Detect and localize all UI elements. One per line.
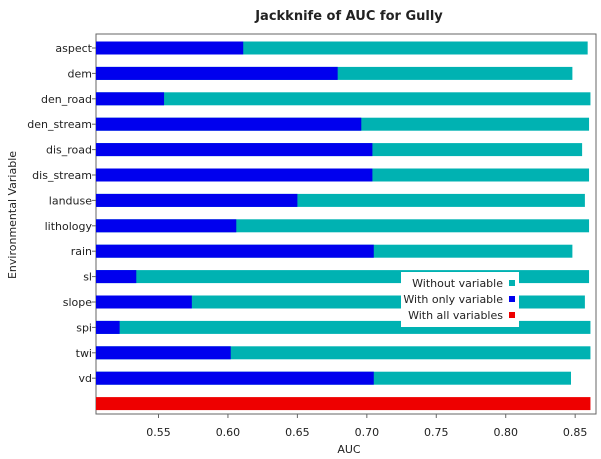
bar-group	[96, 41, 591, 411]
bar-only-dis_road	[96, 143, 373, 157]
x-axis-label: AUC	[337, 443, 361, 456]
x-tick-label: 0.80	[493, 426, 518, 439]
bar-only-slope	[96, 295, 192, 309]
x-axis-ticks: 0.55 0.60 0.65 0.70 0.75 0.80 0.85	[146, 414, 587, 439]
y-tick-label-slope: slope	[63, 296, 92, 309]
y-tick-label-twi: twi	[76, 347, 92, 360]
bar-only-sl	[96, 270, 137, 284]
x-tick-label: 0.85	[563, 426, 588, 439]
y-tick-label-dis_road: dis_road	[46, 144, 92, 157]
x-tick-label: 0.55	[146, 426, 171, 439]
x-tick-label: 0.75	[424, 426, 449, 439]
y-axis-ticks: aspect dem den_road den_stream dis_road dis_s…	[27, 42, 96, 385]
bar-only-den_stream	[96, 117, 362, 131]
y-tick-label-rain: rain	[71, 245, 92, 258]
bar-only-vd	[96, 371, 374, 385]
legend-swatch	[509, 296, 515, 302]
y-tick-label-den_stream: den_stream	[27, 118, 92, 131]
legend: Without variable With only variable With a…	[401, 272, 519, 327]
legend-swatch	[509, 312, 515, 318]
x-tick-label: 0.70	[355, 426, 380, 439]
chart-title: Jackknife of AUC for Gully	[254, 9, 443, 24]
legend-label: With all variables	[408, 309, 503, 322]
y-axis-label: Environmental Variable	[6, 151, 19, 279]
bar-only-den_road	[96, 92, 165, 106]
legend-box	[401, 272, 519, 327]
bar-only-twi	[96, 346, 231, 360]
bar-only-dem	[96, 66, 338, 80]
y-tick-label-aspect: aspect	[55, 42, 92, 55]
legend-label: Without variable	[412, 277, 503, 290]
bar-only-landuse	[96, 193, 298, 207]
legend-label: With only variable	[403, 293, 503, 306]
bar-only-spi	[96, 320, 120, 334]
y-tick-label-lithology: lithology	[45, 220, 93, 233]
bar-only-lithology	[96, 219, 237, 233]
y-tick-label-sl: sl	[83, 271, 92, 284]
y-tick-label-spi: spi	[76, 321, 92, 334]
bar-with-all-variables	[96, 397, 591, 411]
y-tick-label-vd: vd	[79, 372, 93, 385]
x-tick-label: 0.60	[216, 426, 241, 439]
y-tick-label-den_road: den_road	[41, 93, 92, 106]
bar-without-den_road	[96, 92, 591, 106]
y-tick-label-landuse: landuse	[49, 194, 92, 207]
legend-swatch	[509, 280, 515, 286]
bar-only-dis_stream	[96, 168, 373, 182]
x-tick-label: 0.65	[285, 426, 310, 439]
bar-only-rain	[96, 244, 374, 258]
bar-only-aspect	[96, 41, 244, 55]
y-tick-label-dem: dem	[68, 67, 92, 80]
y-tick-label-dis_stream: dis_stream	[32, 169, 92, 182]
